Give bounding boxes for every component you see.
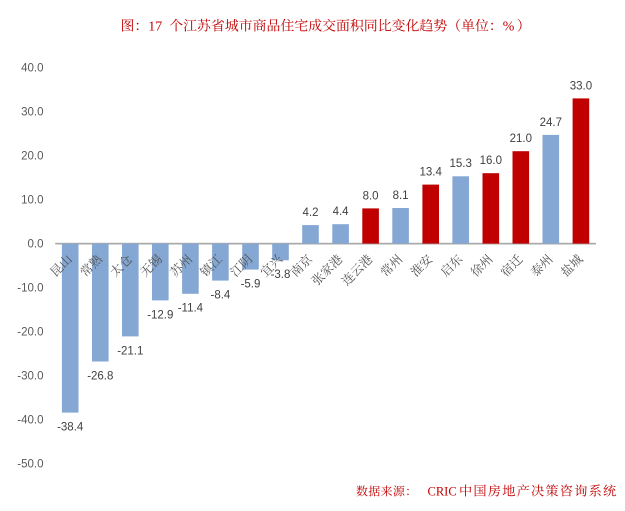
svg-text:13.4: 13.4 [420, 167, 443, 179]
svg-text:10.0: 10.0 [21, 195, 43, 207]
svg-text:40.0: 40.0 [21, 63, 43, 75]
svg-text:-11.4: -11.4 [178, 303, 204, 315]
svg-text:24.7: 24.7 [540, 117, 562, 129]
svg-text:0.0: 0.0 [28, 239, 44, 251]
svg-text:-50.0: -50.0 [17, 459, 43, 471]
svg-text:-10.0: -10.0 [17, 283, 43, 295]
svg-text:21.0: 21.0 [510, 133, 532, 145]
svg-text:30.0: 30.0 [21, 107, 43, 119]
svg-text:-5.9: -5.9 [241, 279, 261, 291]
svg-text:-12.9: -12.9 [147, 309, 173, 321]
svg-text:4.4: 4.4 [333, 206, 350, 218]
svg-text:15.3: 15.3 [450, 158, 472, 170]
svg-text:20.0: 20.0 [21, 151, 43, 163]
svg-text:-26.8: -26.8 [87, 370, 113, 382]
svg-text:-8.4: -8.4 [210, 290, 230, 302]
svg-text:-38.4: -38.4 [57, 422, 84, 434]
svg-text:33.0: 33.0 [570, 80, 592, 92]
svg-text:-20.0: -20.0 [17, 327, 43, 339]
svg-text:16.0: 16.0 [480, 155, 502, 167]
svg-text:-40.0: -40.0 [17, 415, 43, 427]
svg-text:-30.0: -30.0 [17, 371, 43, 383]
svg-text:CRIC: CRIC [428, 485, 457, 499]
svg-text:%: % [503, 20, 515, 35]
svg-text:4.2: 4.2 [303, 207, 319, 219]
svg-text:8.0: 8.0 [363, 190, 379, 202]
svg-text:17: 17 [148, 20, 162, 35]
svg-text:8.1: 8.1 [393, 190, 409, 202]
svg-text:-21.1: -21.1 [117, 345, 143, 357]
svg-text:-3.8: -3.8 [271, 269, 291, 281]
